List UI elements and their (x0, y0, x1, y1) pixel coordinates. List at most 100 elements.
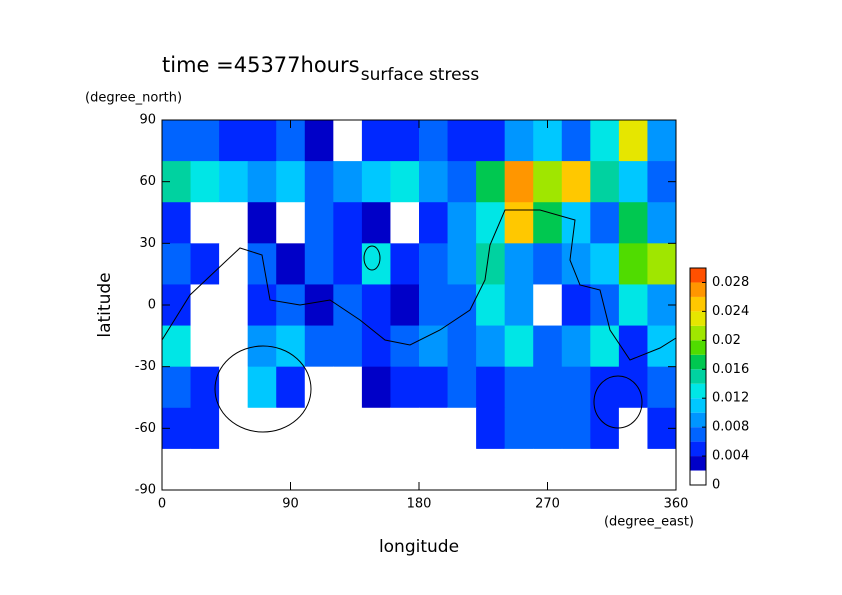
field-cell (361, 202, 391, 244)
field-cell (276, 161, 306, 203)
field-cell (561, 202, 591, 244)
field-cell (561, 366, 591, 409)
y-tick-label: 30 (139, 236, 156, 251)
field-cell (361, 407, 391, 450)
colorbar-tick-label: 0.008 (712, 420, 749, 435)
field-cell (190, 202, 220, 244)
field-cell (304, 325, 334, 368)
field-cell (419, 325, 449, 368)
field-cell (190, 448, 220, 491)
colorbar-segment (690, 340, 706, 355)
colorbar-tick-label: 0.024 (712, 304, 749, 319)
y-tick-label: 60 (139, 174, 156, 189)
field-cell (590, 325, 620, 368)
field-cell (247, 448, 277, 491)
field-cell (590, 366, 620, 409)
field-cell (476, 202, 506, 244)
colorbar-segment (690, 369, 706, 384)
field-cell (476, 161, 506, 203)
field-cell (447, 284, 477, 327)
field-cell (276, 366, 306, 409)
field-cell (247, 202, 277, 244)
colorbar-segment (690, 296, 706, 312)
field-cell (219, 366, 249, 409)
field-cell (419, 407, 449, 450)
coastline (161, 209, 677, 433)
field-cell (561, 161, 591, 203)
field-cell (618, 325, 648, 368)
field-cell (419, 202, 449, 244)
field-cell (504, 161, 534, 203)
field-cell (361, 243, 391, 285)
field-cell (219, 202, 249, 244)
field-cell (247, 120, 277, 162)
field-cell (590, 284, 620, 327)
field-cell (447, 366, 477, 409)
field-cell (361, 284, 391, 327)
field-cell (361, 448, 391, 491)
field-cell (590, 407, 620, 450)
field-cell (419, 161, 449, 203)
field-cell (390, 161, 420, 203)
field-cell (190, 284, 220, 327)
x-tick-label: 360 (664, 497, 689, 512)
field-cell (333, 202, 363, 244)
field-cell (647, 202, 677, 244)
field-cell (476, 243, 506, 285)
field-cell (304, 284, 334, 327)
field-cell (504, 407, 534, 450)
colorbar-tick-label: 0.028 (712, 275, 749, 290)
x-units: (degree_east) (604, 515, 694, 530)
field-cell (247, 284, 277, 327)
y-tick-label: -30 (135, 359, 156, 374)
field-cell (247, 407, 277, 450)
field-cell (504, 325, 534, 368)
field-cell (162, 325, 192, 368)
field-cell (333, 448, 363, 491)
y-tick-label: -90 (135, 483, 156, 498)
y-tick-label: -60 (135, 421, 156, 436)
field-cell (333, 407, 363, 450)
field-cell (476, 448, 506, 491)
field-cell (618, 161, 648, 203)
field-cell (447, 407, 477, 450)
field-cell (390, 120, 420, 162)
field-cell (561, 325, 591, 368)
field-cell (419, 243, 449, 285)
field-cell (276, 407, 306, 450)
field-cell (304, 202, 334, 244)
field-cell (162, 202, 192, 244)
field-cell (533, 366, 563, 409)
field-cell (276, 202, 306, 244)
field-cell (647, 243, 677, 285)
field-cell (162, 448, 192, 491)
field-cell (390, 284, 420, 327)
field-cell (276, 243, 306, 285)
y-units: (degree_north) (85, 91, 182, 106)
colorbar-frame (689, 267, 707, 486)
colorbar-tick-label: 0 (712, 478, 720, 493)
x-tick-label: 90 (282, 497, 299, 512)
field-cell (590, 243, 620, 285)
field-cell (333, 366, 363, 409)
colorbar-segment (690, 282, 706, 297)
field-cell (476, 284, 506, 327)
field-cell (361, 325, 391, 368)
y-tick-label: 0 (148, 298, 156, 313)
field-cell (618, 243, 648, 285)
colorbar-segment (690, 456, 706, 471)
field-cell (618, 366, 648, 409)
colorbar-tick-label: 0.016 (712, 362, 749, 377)
colorbar-tick-label: 0.02 (712, 333, 741, 348)
field-cell (219, 448, 249, 491)
field-cell (333, 325, 363, 368)
x-tick-label: 270 (535, 497, 560, 512)
field-cell (190, 243, 220, 285)
field-cell (647, 448, 677, 491)
field-cell (447, 120, 477, 162)
field-cell (247, 161, 277, 203)
field-cell (361, 366, 391, 409)
field-cell (618, 120, 648, 162)
field-cell (304, 448, 334, 491)
